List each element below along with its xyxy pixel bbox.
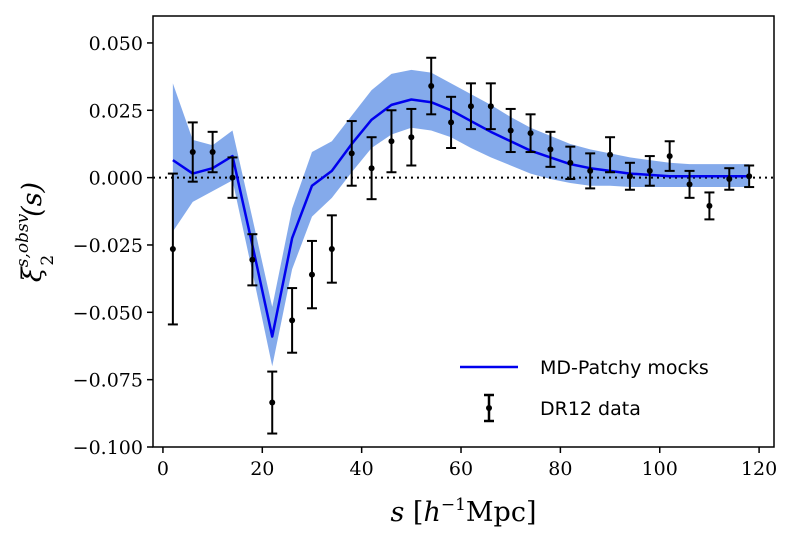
x-axis-label-h: h — [423, 497, 440, 528]
dr12-data-point — [567, 159, 574, 166]
y-axis-label-sub: 2 — [38, 255, 58, 266]
dr12-data-point — [408, 134, 415, 141]
x-tick-label: 120 — [741, 458, 777, 480]
x-tick-label: 60 — [449, 458, 473, 480]
mocks-mean-line — [172, 98, 750, 338]
x-axis-label-open: [ — [404, 497, 423, 528]
dr12-data-point — [686, 181, 693, 188]
dr12-data-point — [348, 150, 355, 157]
x-axis-label-close: ] — [526, 497, 537, 528]
dr12-data-point — [308, 271, 315, 278]
dr12-data-point — [189, 149, 196, 156]
x-axis-label: s [h−1Mpc] — [390, 495, 536, 528]
dr12-data-point — [587, 167, 594, 174]
y-tick-label: 0.000 — [89, 168, 143, 190]
dr12-data-point — [746, 173, 753, 180]
dr12-data-point — [368, 165, 375, 172]
y-axis-label-sup: s,obsv — [13, 213, 33, 267]
dr12-data-point — [626, 173, 633, 180]
legend-label-mocks: MD-Patchy mocks — [540, 357, 709, 379]
x-tick-label: 40 — [350, 458, 374, 480]
x-axis-label-unit: Mpc — [466, 497, 526, 528]
y-tick-label: −0.050 — [73, 302, 143, 324]
y-tick-label: −0.075 — [73, 370, 143, 392]
y-tick-label: 0.050 — [89, 33, 143, 55]
dr12-data-point — [169, 246, 176, 253]
dr12-data-point — [289, 317, 296, 324]
x-tick-label: 20 — [250, 458, 274, 480]
mocks-confidence-band — [172, 69, 750, 367]
x-axis-label-exp: −1 — [441, 495, 466, 515]
dr12-data-point — [467, 103, 474, 110]
y-tick-label: −0.025 — [73, 235, 143, 257]
y-axis-label: ξs,obsv 2 (s) — [13, 182, 58, 282]
x-tick-label: 100 — [642, 458, 678, 480]
dr12-data-point — [706, 202, 713, 209]
dr12-data-point — [209, 149, 216, 156]
dr12-data-point — [527, 130, 534, 137]
dr12-data-point — [229, 174, 236, 181]
dr12-data-point — [249, 256, 256, 263]
x-tick-label: 80 — [548, 458, 572, 480]
y-tick-label: 0.025 — [89, 100, 143, 122]
dr12-data-point — [726, 175, 733, 182]
plot-area — [153, 56, 774, 435]
axis-ticks: 0 20 40 60 80 100 120 0.050 0.025 0.000 −0.025 −0.0… — [73, 33, 778, 480]
legend-marker — [486, 405, 492, 411]
dr12-data-point — [328, 246, 335, 253]
x-tick-label: 0 — [157, 458, 169, 480]
dr12-data-point — [507, 127, 514, 134]
y-axis-label-xi: ξ — [17, 266, 48, 282]
dr12-data-point — [666, 153, 673, 160]
legend: MD-Patchy mocks DR12 data — [460, 357, 709, 423]
dr12-data-point — [607, 151, 614, 158]
x-axis-label-var: s — [390, 497, 404, 528]
dr12-data-point — [547, 146, 554, 153]
dr12-data-point — [487, 103, 494, 110]
plot-frame — [152, 15, 775, 448]
dr12-data-point — [428, 83, 435, 90]
dr12-data-point — [448, 119, 455, 126]
y-tick-label: −0.100 — [73, 437, 143, 459]
dr12-data-point — [646, 167, 653, 174]
dr12-data-point — [269, 399, 276, 406]
dr12-data-point — [388, 138, 395, 145]
y-axis-label-arg: (s) — [17, 182, 48, 217]
legend-label-data: DR12 data — [540, 398, 641, 420]
